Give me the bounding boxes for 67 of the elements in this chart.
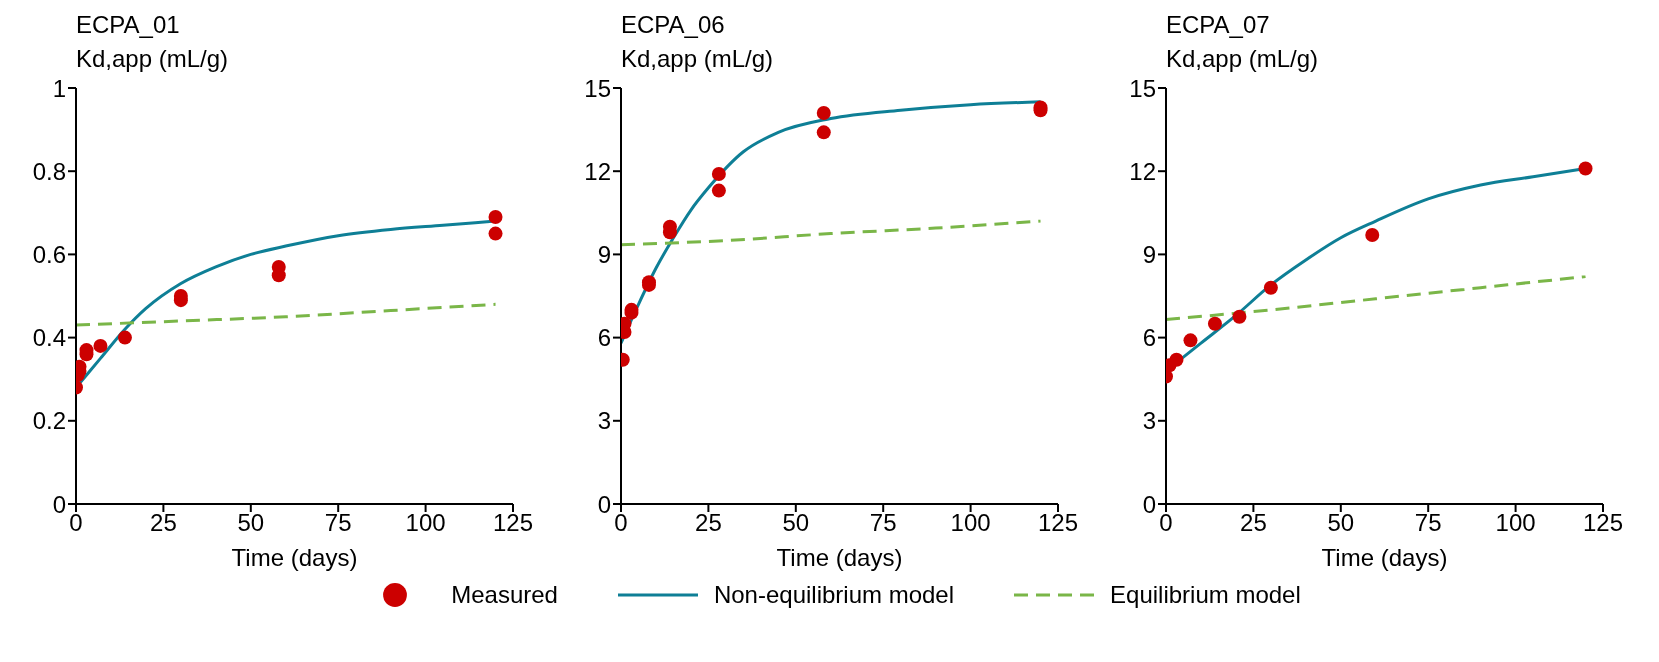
point xyxy=(1183,333,1198,348)
y-tick-label: 12 xyxy=(1129,157,1156,185)
x-tick-label: 0 xyxy=(1159,509,1173,537)
y-tick-label: 0 xyxy=(597,490,611,518)
x-tick-label: 25 xyxy=(150,509,177,537)
y-tick-label: 0.4 xyxy=(32,324,66,352)
legend-label: Measured xyxy=(451,581,558,609)
x-tick-label: 125 xyxy=(492,509,534,537)
y-tick-label: 6 xyxy=(597,324,611,352)
point xyxy=(1263,280,1278,295)
y-axis-title: Kd,app (mL/g) xyxy=(1166,44,1320,74)
y-tick-label: 15 xyxy=(584,74,611,102)
y-tick-label: 3 xyxy=(1142,407,1156,435)
y-tick-label: 0.6 xyxy=(32,240,66,268)
y-axis-title: Kd,app (mL/g) xyxy=(76,44,230,74)
point xyxy=(117,330,132,345)
y-tick-label: 0 xyxy=(52,490,66,518)
legend-label: Equilibrium model xyxy=(1110,581,1301,609)
point xyxy=(488,209,503,224)
point xyxy=(816,125,831,140)
x-tick-label: 0 xyxy=(614,509,628,537)
y-tick-label: 9 xyxy=(597,240,611,268)
point xyxy=(1365,227,1380,242)
legend-label: Non-equilibrium model xyxy=(713,581,955,609)
x-tick-label: 125 xyxy=(1037,509,1079,537)
x-tick-label: 100 xyxy=(1495,509,1536,537)
y-tick-label: 12 xyxy=(584,157,611,185)
x-tick-label: 50 xyxy=(782,509,810,537)
point xyxy=(93,338,108,353)
point xyxy=(1207,316,1222,331)
point xyxy=(711,183,726,198)
x-tick-label: 75 xyxy=(1414,509,1442,537)
y-tick-label: 9 xyxy=(1142,240,1156,268)
point xyxy=(711,166,726,181)
y-axis-title: Kd,app (mL/g) xyxy=(621,44,775,74)
y-tick-label: 0.8 xyxy=(32,157,66,185)
x-tick-label: 100 xyxy=(950,509,991,537)
x-axis-title: Time (days) xyxy=(1320,544,1449,572)
y-tick-label: 3 xyxy=(597,407,611,435)
y-tick-label: 1 xyxy=(52,74,66,102)
y-tick-label: 0 xyxy=(1142,490,1156,518)
y-tick-label: 15 xyxy=(1129,74,1156,102)
point xyxy=(488,226,503,241)
x-tick-label: 25 xyxy=(695,509,722,537)
line-series xyxy=(1166,275,1588,322)
x-tick-label: 75 xyxy=(324,509,352,537)
line-series xyxy=(621,219,1043,247)
x-tick-label: 50 xyxy=(1327,509,1355,537)
chart-title: ECPA_01 xyxy=(76,10,181,40)
point xyxy=(271,268,286,283)
x-tick-label: 125 xyxy=(1582,509,1624,537)
point xyxy=(1578,161,1593,176)
x-tick-label: 50 xyxy=(237,509,265,537)
y-tick-label: 0.2 xyxy=(32,407,66,435)
x-tick-label: 0 xyxy=(69,509,83,537)
x-axis-title: Time (days) xyxy=(230,544,359,572)
line-series xyxy=(76,302,498,327)
x-tick-label: 25 xyxy=(1240,509,1267,537)
chart-title: ECPA_07 xyxy=(1166,10,1271,40)
point xyxy=(1169,352,1184,367)
point xyxy=(1232,309,1247,324)
x-tick-label: 100 xyxy=(405,509,446,537)
chart-title: ECPA_06 xyxy=(621,10,726,40)
x-tick-label: 75 xyxy=(869,509,897,537)
point xyxy=(816,105,831,120)
x-axis-title: Time (days) xyxy=(775,544,904,572)
y-tick-label: 6 xyxy=(1142,324,1156,352)
